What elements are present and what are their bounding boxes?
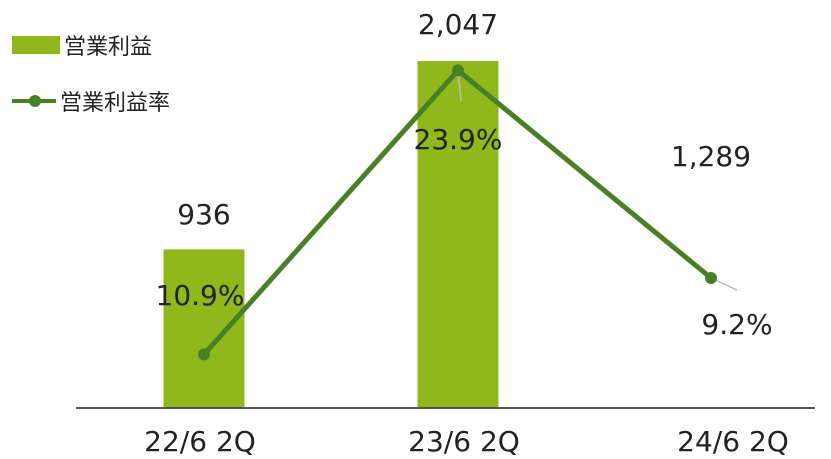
ratio-point-3	[705, 272, 717, 284]
ratio-label-3: 9.2%	[701, 308, 772, 341]
ratio-label-1: 10.9%	[156, 279, 245, 312]
bar-value-label-1: 936	[177, 198, 230, 231]
legend-item-line: 営業利益率	[12, 84, 170, 118]
ratio-point-2	[452, 64, 464, 77]
legend-line-label: 営業利益率	[60, 91, 171, 116]
legend-line-marker	[29, 95, 41, 107]
legend-bar-swatch	[12, 36, 60, 54]
bar-1	[163, 249, 245, 408]
ratio-point-1	[198, 348, 210, 361]
bar-value-label-3: 1,289	[671, 140, 751, 173]
bar-2	[417, 61, 499, 408]
x-tick-label-1: 22/6 2Q	[144, 425, 256, 458]
x-tick-label-3: 24/6 2Q	[677, 425, 789, 458]
x-tick-label-2: 23/6 2Q	[408, 425, 520, 458]
bar-value-label-2: 2,047	[418, 8, 498, 41]
legend: 営業利益 営業利益率	[12, 28, 170, 140]
legend-item-bar: 営業利益	[12, 28, 170, 62]
legend-bar-label: 営業利益	[64, 35, 153, 60]
legend-line-swatch	[12, 95, 56, 107]
ratio-label-2: 23.9%	[414, 123, 503, 156]
